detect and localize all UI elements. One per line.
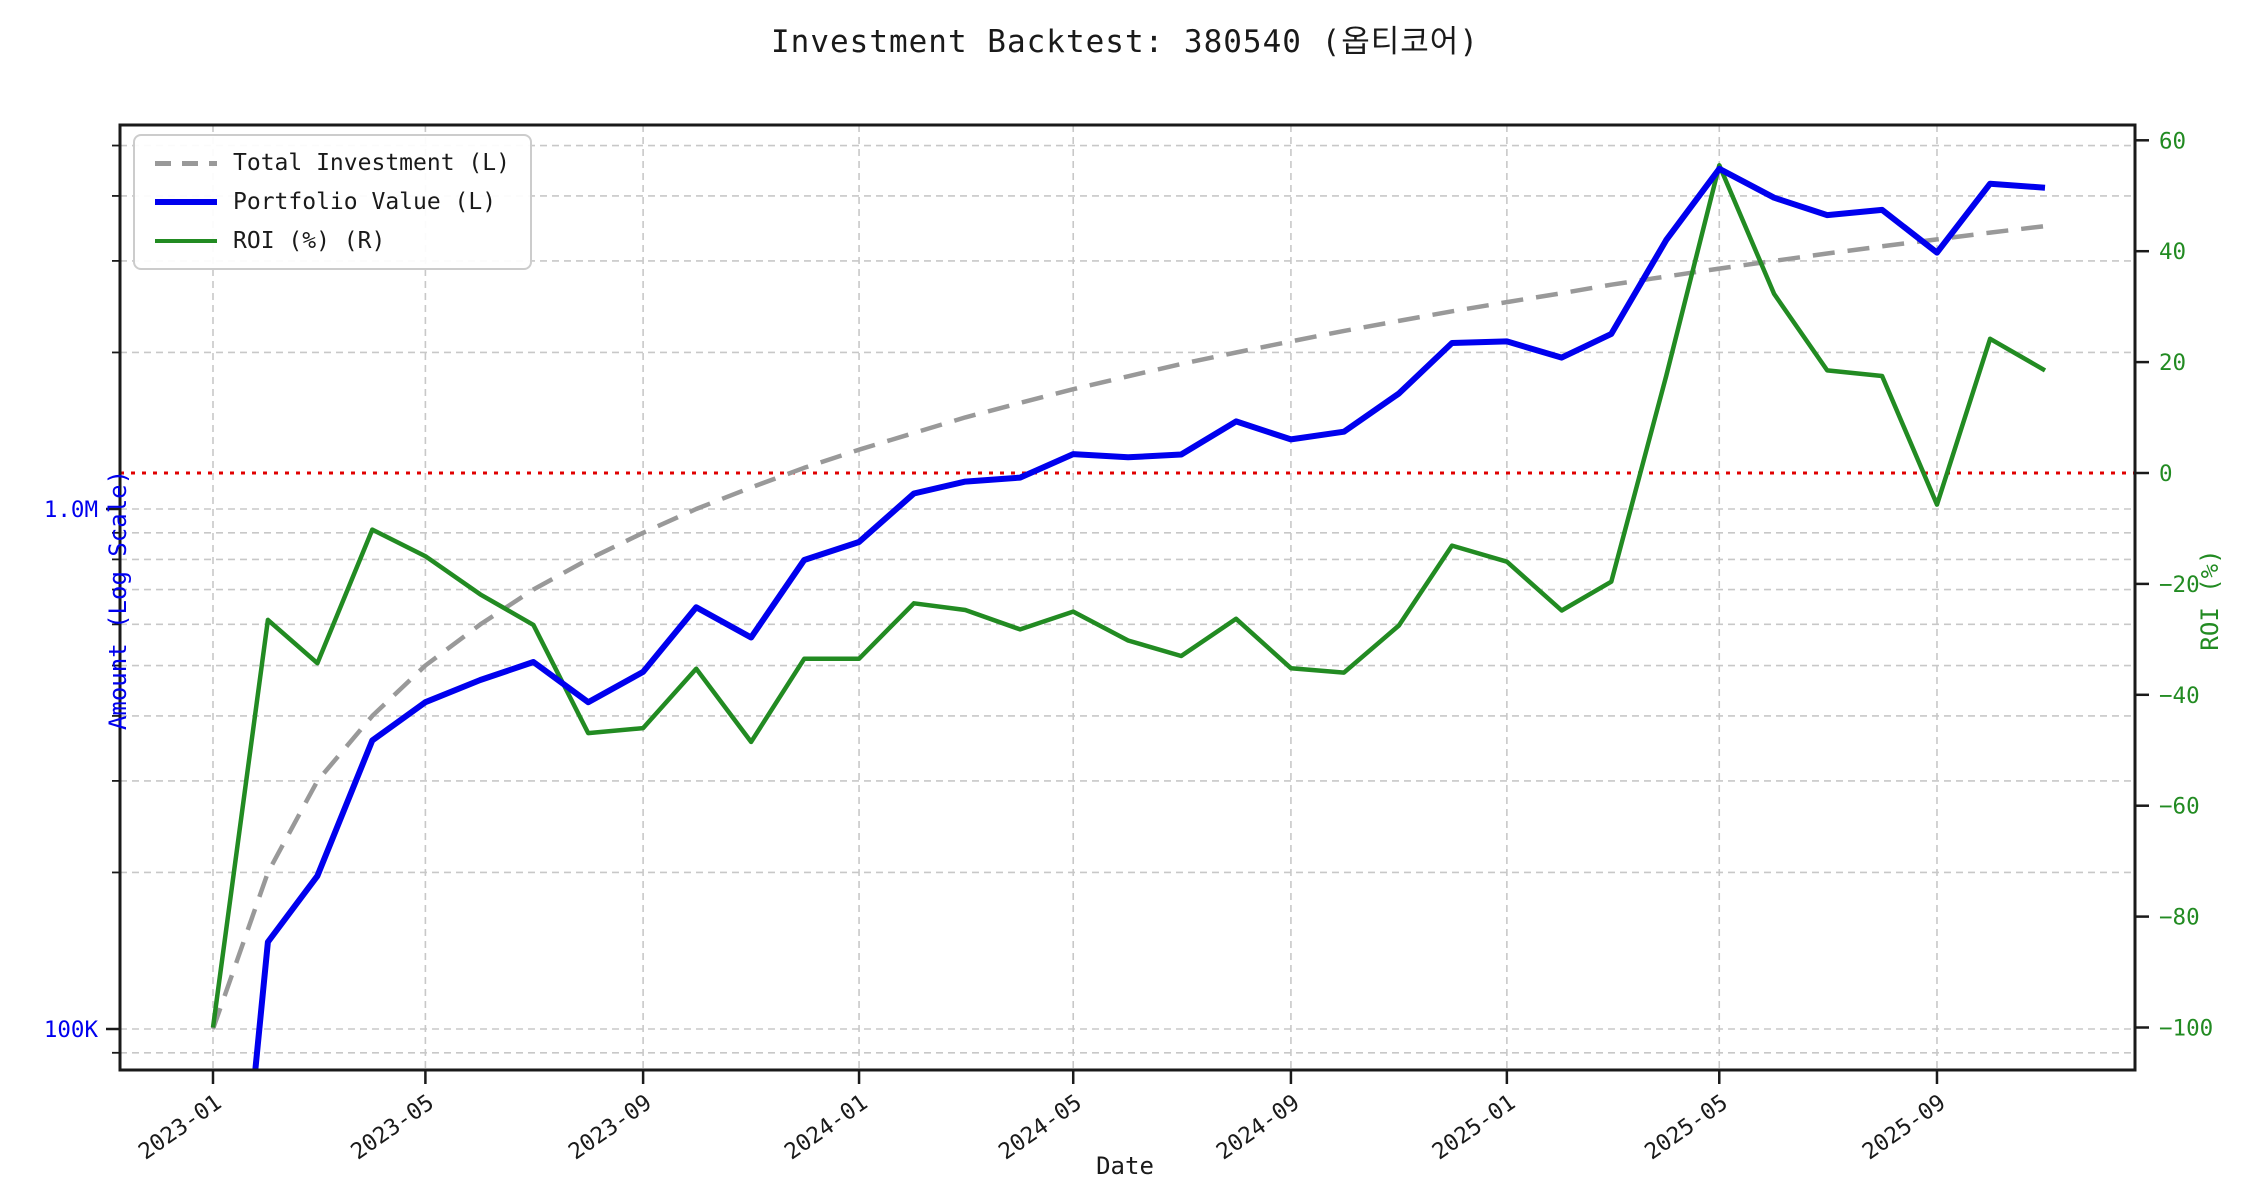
legend-label: Portfolio Value (L) (233, 189, 497, 215)
legend-label: ROI (%) (R) (233, 228, 386, 254)
y-right-tick-label: 20 (2159, 350, 2186, 376)
y-right-tick-label: −80 (2159, 905, 2200, 931)
legend-item-total-investment: Total Investment (L) (155, 150, 510, 176)
x-axis-label: Date (1096, 1152, 1154, 1180)
y-right-tick-label: −100 (2159, 1016, 2213, 1042)
legend-label: Total Investment (L) (233, 150, 510, 176)
plot-border (118, 123, 2137, 1072)
y-left-tick-label: 100K (44, 1017, 99, 1043)
legend-item-portfolio-value: Portfolio Value (L) (155, 189, 510, 215)
y-right-tick-label: −20 (2159, 572, 2200, 598)
series-portfolio-value (252, 165, 2046, 1070)
left-axis-label: Amount (Log Scale) (104, 469, 132, 731)
series-lines (210, 163, 2047, 1070)
y-right-tick-label: −40 (2159, 683, 2200, 709)
tick-labels: 2023-01 2023-05 2023-09 2024-01 2024-05 2024-… (44, 128, 2213, 1165)
y-left-tick-label: 1.0M (44, 497, 98, 523)
chart-title: Investment Backtest: 380540 (옵티코어) (771, 24, 1479, 60)
solid-line-swatch-icon (155, 239, 217, 243)
y-right-tick-label: 60 (2159, 128, 2186, 154)
series-total-investment (210, 223, 2046, 1030)
tick-marks (106, 139, 2149, 1084)
y-right-tick-label: 40 (2159, 239, 2186, 265)
right-axis-label: ROI (%) (2196, 549, 2224, 651)
legend: Total Investment (L) Portfolio Value (L)… (133, 134, 532, 270)
dashed-line-swatch-icon (155, 160, 217, 166)
gridlines (120, 125, 2135, 1070)
series-roi (210, 163, 2047, 1028)
solid-line-swatch-icon (155, 199, 217, 205)
y-right-tick-label: −60 (2159, 794, 2200, 820)
legend-item-roi: ROI (%) (R) (155, 228, 510, 254)
y-right-tick-label: 0 (2159, 461, 2173, 487)
